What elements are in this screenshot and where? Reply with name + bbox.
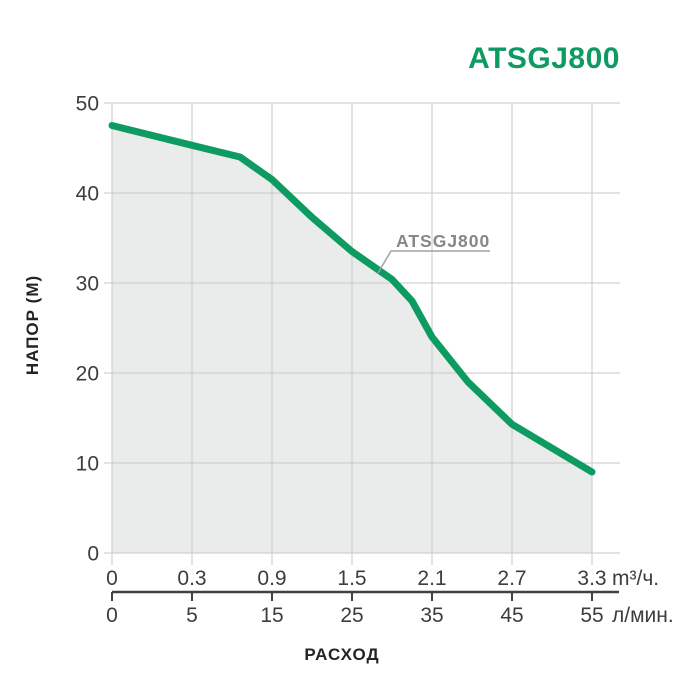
svg-text:5: 5	[186, 604, 198, 627]
svg-text:30: 30	[76, 273, 99, 296]
svg-text:3.3: 3.3	[577, 567, 606, 590]
x-axis-caption: РАСХОД	[304, 645, 379, 664]
x-axis-lmin-line	[111, 590, 619, 601]
x-axis-m3h-tick-labels: 0 0.3 0.9 1.5 2.1 2.7 3.3	[106, 567, 606, 590]
y-axis-caption: НАПОР (М)	[23, 275, 42, 375]
svg-text:2.7: 2.7	[497, 567, 526, 590]
page-title: ATSGJ800	[468, 42, 620, 75]
svg-text:35: 35	[420, 604, 443, 627]
svg-text:45: 45	[500, 604, 523, 627]
svg-text:0: 0	[87, 543, 99, 566]
svg-text:25: 25	[340, 604, 363, 627]
svg-text:40: 40	[76, 183, 99, 206]
svg-text:0: 0	[106, 604, 118, 627]
svg-text:10: 10	[76, 453, 99, 476]
svg-text:15: 15	[260, 604, 283, 627]
x-axis-lmin-tick-labels: 0 5 15 25 35 45 55	[106, 604, 604, 627]
svg-text:0: 0	[106, 567, 118, 590]
curve-annotation-label: ATSGJ800	[396, 231, 490, 251]
annotation-leader-line	[377, 250, 490, 274]
x-axis-m3h-unit-label: m³/ч.	[612, 567, 659, 590]
svg-text:2.1: 2.1	[417, 567, 446, 590]
svg-text:20: 20	[76, 363, 99, 386]
y-axis-tick-labels: 0 10 20 30 40 50	[76, 93, 99, 566]
svg-text:0.9: 0.9	[257, 567, 286, 590]
x-axis-lmin-unit-label: л/мин.	[612, 604, 674, 627]
svg-text:55: 55	[580, 604, 603, 627]
svg-text:50: 50	[76, 93, 99, 116]
chart-gridlines	[104, 102, 620, 565]
svg-text:0.3: 0.3	[177, 567, 206, 590]
pump-curve-line	[108, 122, 596, 476]
svg-text:1.5: 1.5	[337, 567, 366, 590]
